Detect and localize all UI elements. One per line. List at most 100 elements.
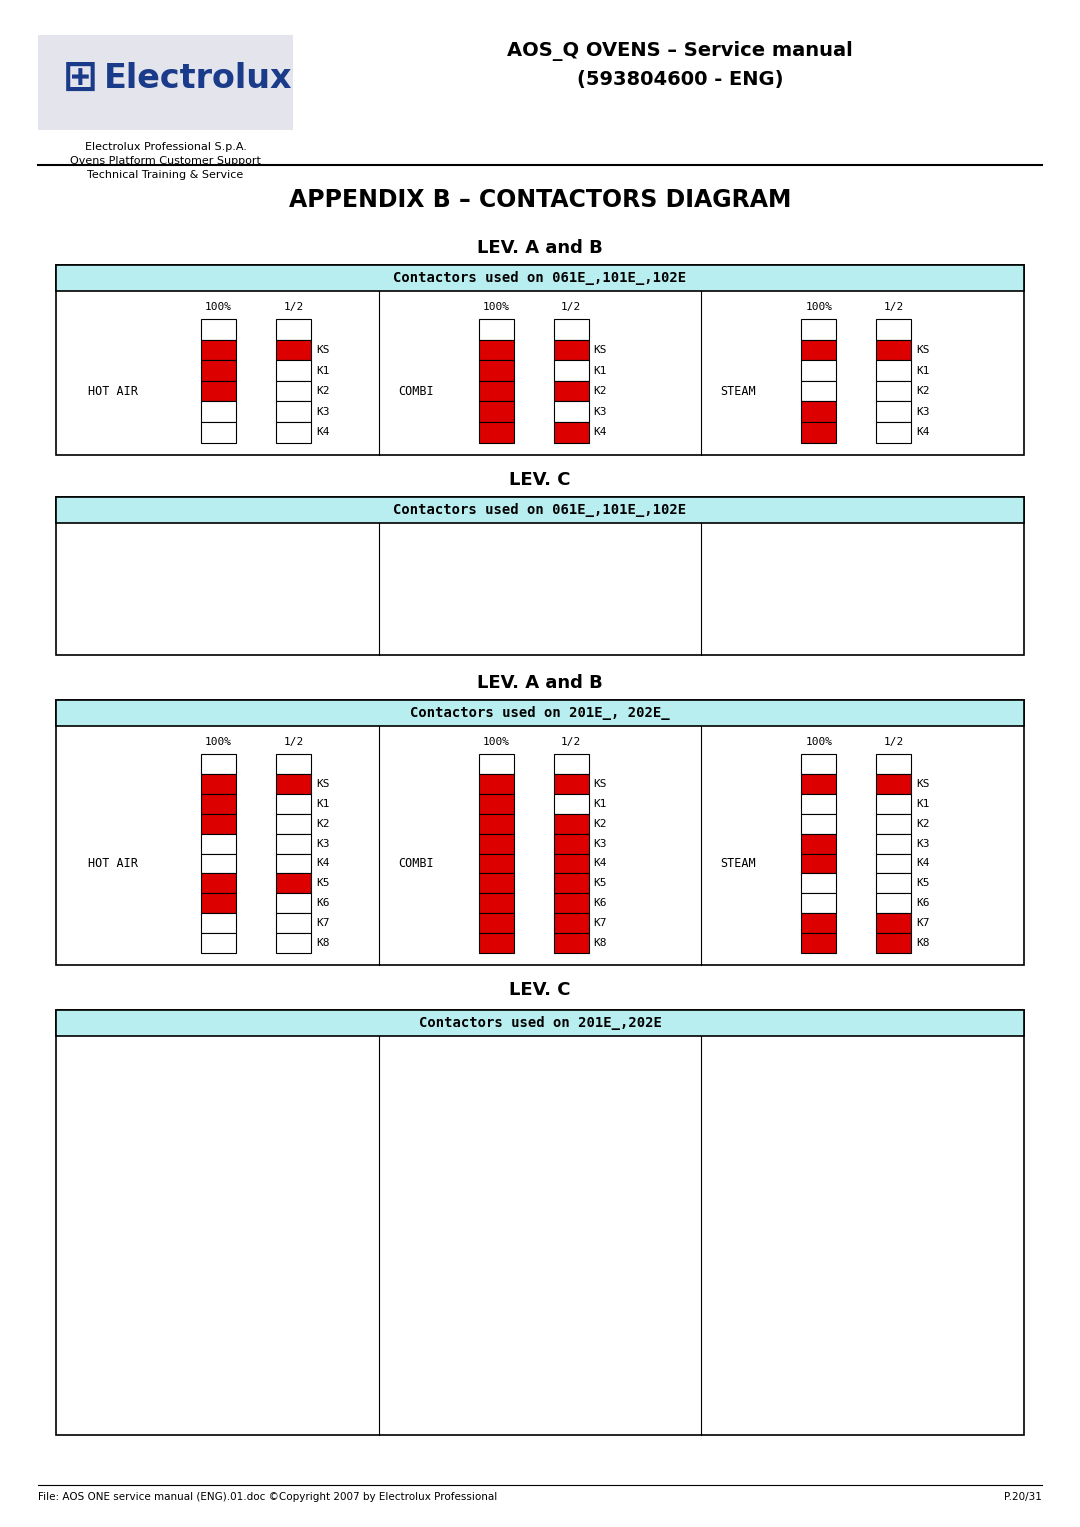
Bar <box>478 794 514 814</box>
Text: K6: K6 <box>916 898 930 909</box>
Text: LEV. A and B: LEV. A and B <box>477 673 603 692</box>
Bar <box>201 754 237 774</box>
Bar <box>554 913 589 933</box>
Text: 1/2: 1/2 <box>883 738 904 747</box>
Bar <box>801 913 836 933</box>
Text: K4: K4 <box>594 858 607 869</box>
Bar <box>554 933 589 953</box>
Text: COMBI: COMBI <box>399 385 434 397</box>
Text: K2: K2 <box>594 386 607 395</box>
Text: HOT AIR: HOT AIR <box>89 857 138 870</box>
Text: K2: K2 <box>916 818 930 829</box>
Text: 100%: 100% <box>205 302 232 312</box>
Bar <box>201 794 237 814</box>
Text: K3: K3 <box>916 838 930 849</box>
Bar <box>201 421 237 443</box>
Bar <box>801 319 836 339</box>
Bar <box>554 893 589 913</box>
Text: KS: KS <box>594 779 607 789</box>
Text: K4: K4 <box>916 858 930 869</box>
Text: K1: K1 <box>916 799 930 809</box>
Text: K6: K6 <box>316 898 329 909</box>
Bar <box>276 402 311 421</box>
Bar <box>276 893 311 913</box>
Bar <box>478 774 514 794</box>
Text: 1/2: 1/2 <box>283 738 303 747</box>
Bar <box>201 873 237 893</box>
Bar <box>801 893 836 913</box>
Text: K4: K4 <box>594 428 607 437</box>
Bar <box>478 854 514 873</box>
Bar <box>554 421 589 443</box>
Text: 100%: 100% <box>483 738 510 747</box>
Bar <box>201 933 237 953</box>
Bar <box>201 893 237 913</box>
Bar <box>201 319 237 339</box>
Bar <box>478 754 514 774</box>
Bar <box>276 421 311 443</box>
Text: K8: K8 <box>316 938 329 948</box>
Text: AOS_Q OVENS – Service manual
(593804600 - ENG): AOS_Q OVENS – Service manual (593804600 … <box>508 41 853 89</box>
Bar <box>478 360 514 380</box>
Bar <box>478 339 514 360</box>
Text: Contactors used on 061E_,101E_,102E: Contactors used on 061E_,101E_,102E <box>393 270 687 286</box>
Text: 1/2: 1/2 <box>883 302 904 312</box>
Bar <box>56 266 1024 455</box>
Text: K4: K4 <box>316 858 329 869</box>
Bar <box>478 834 514 854</box>
Bar <box>201 814 237 834</box>
Text: 100%: 100% <box>205 738 232 747</box>
Bar <box>801 873 836 893</box>
Text: K7: K7 <box>316 918 329 928</box>
Bar <box>478 814 514 834</box>
Text: K1: K1 <box>916 365 930 376</box>
Bar <box>876 360 912 380</box>
Bar <box>801 339 836 360</box>
Text: 1/2: 1/2 <box>561 302 581 312</box>
Bar <box>276 854 311 873</box>
Text: 100%: 100% <box>806 302 833 312</box>
Bar <box>554 319 589 339</box>
Text: HOT AIR: HOT AIR <box>89 385 138 397</box>
Text: K8: K8 <box>594 938 607 948</box>
Text: K1: K1 <box>316 365 329 376</box>
Bar <box>201 913 237 933</box>
Bar <box>276 380 311 402</box>
Text: K6: K6 <box>594 898 607 909</box>
Text: File: AOS ONE service manual (ENG).01.doc ©Copyright 2007 by Electrolux Professi: File: AOS ONE service manual (ENG).01.do… <box>38 1492 497 1503</box>
Text: K3: K3 <box>594 406 607 417</box>
Bar <box>201 339 237 360</box>
Bar <box>876 319 912 339</box>
Bar <box>56 496 1024 524</box>
Text: LEV. C: LEV. C <box>510 980 570 999</box>
Bar <box>276 360 311 380</box>
Bar <box>801 754 836 774</box>
Text: Contactors used on 201E_, 202E_: Contactors used on 201E_, 202E_ <box>410 705 670 721</box>
Text: K2: K2 <box>916 386 930 395</box>
Text: STEAM: STEAM <box>720 385 756 397</box>
Bar <box>554 360 589 380</box>
Bar <box>56 1009 1024 1435</box>
Bar <box>554 402 589 421</box>
Bar <box>801 360 836 380</box>
Bar <box>201 834 237 854</box>
Bar <box>876 380 912 402</box>
Text: 100%: 100% <box>483 302 510 312</box>
Bar <box>876 854 912 873</box>
Text: K1: K1 <box>316 799 329 809</box>
Text: K7: K7 <box>594 918 607 928</box>
Text: K7: K7 <box>916 918 930 928</box>
Bar <box>554 834 589 854</box>
Bar <box>56 699 1024 965</box>
Bar <box>876 774 912 794</box>
Text: K5: K5 <box>316 878 329 889</box>
Text: K4: K4 <box>916 428 930 437</box>
Bar <box>276 319 311 339</box>
Bar <box>554 814 589 834</box>
Bar <box>876 794 912 814</box>
Bar <box>478 873 514 893</box>
Text: K3: K3 <box>916 406 930 417</box>
Bar <box>276 933 311 953</box>
Text: K2: K2 <box>316 386 329 395</box>
Bar <box>876 913 912 933</box>
